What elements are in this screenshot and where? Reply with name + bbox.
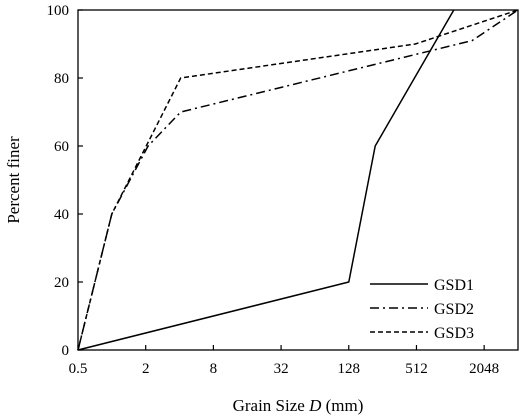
- x-axis-title: Grain Size D (mm): [233, 396, 364, 415]
- x-tick-label: 0.5: [69, 361, 88, 377]
- ticks-layer: 0 20 40 60 80 100 0.5 2 8 32 128 512 2048: [47, 3, 500, 377]
- y-tick-label: 100: [47, 3, 70, 19]
- legend-label-gsd2: GSD2: [434, 301, 474, 318]
- series-line-gsd1: [77, 9, 455, 351]
- x-tick-label: 2: [142, 361, 150, 377]
- x-tick-label: 512: [405, 361, 428, 377]
- y-tick-label: 20: [54, 275, 69, 291]
- y-tick-label: 0: [62, 343, 70, 359]
- legend-label-gsd1: GSD1: [434, 277, 474, 294]
- x-tick-label: 128: [338, 361, 361, 377]
- legend: GSD1 GSD2 GSD3: [370, 277, 474, 342]
- x-tick-label: 32: [274, 361, 289, 377]
- y-tick-label: 80: [54, 71, 69, 87]
- y-tick-label: 60: [54, 139, 69, 155]
- plot-frame: [77, 9, 519, 351]
- x-tick-label: 2048: [469, 361, 499, 377]
- y-axis-title: Percent finer: [4, 136, 23, 224]
- x-tick-label: 8: [210, 361, 218, 377]
- y-tick-label: 40: [54, 207, 69, 223]
- series-layer: [77, 9, 519, 351]
- legend-label-gsd3: GSD3: [434, 325, 474, 342]
- series-line-gsd3: [77, 9, 519, 351]
